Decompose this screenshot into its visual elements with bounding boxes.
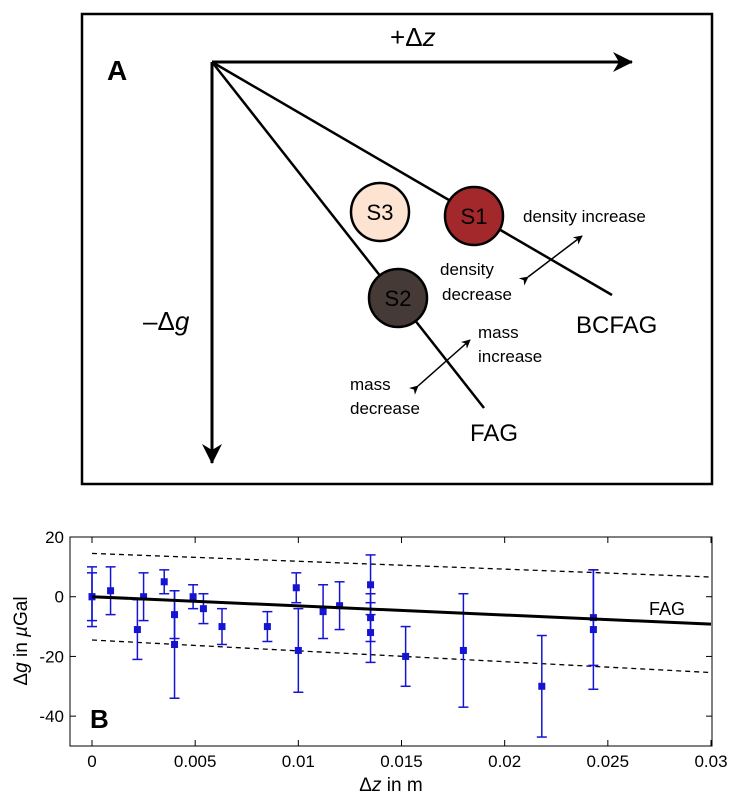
density-increase-label: density increase — [523, 207, 646, 226]
data-point-21 — [536, 634, 547, 738]
fag-line-label: FAG — [649, 599, 685, 619]
x-tick-label: 0 — [87, 752, 96, 771]
panel-b-label: B — [90, 704, 109, 734]
point-marker — [367, 629, 375, 637]
y-axis-label: –Δg — [143, 306, 190, 336]
data-point-9 — [198, 592, 209, 625]
x-tick-label: 0.02 — [488, 752, 521, 771]
fag-fit-line — [91, 595, 712, 626]
data-point-19 — [400, 625, 411, 688]
station-s1-label: S1 — [461, 204, 488, 229]
point-marker — [367, 581, 375, 589]
panel-a-frame — [80, 12, 714, 486]
bound-upper-line — [91, 552, 712, 578]
point-marker — [160, 578, 168, 586]
mass-decrease-label-1: mass — [350, 375, 391, 394]
station-s2: S2 — [367, 267, 429, 329]
station-s3: S3 — [349, 181, 411, 243]
x-axis-label: +Δz — [390, 22, 436, 52]
data-point-23 — [588, 569, 599, 691]
point-marker — [263, 623, 271, 631]
bcfag-label: BCFAG — [576, 312, 657, 339]
y-tick-label: 0 — [55, 588, 64, 607]
point-marker — [319, 608, 327, 616]
x-tick-label: 0.005 — [174, 752, 217, 771]
data-point-2 — [105, 566, 116, 616]
y-tick-label: -20 — [39, 647, 64, 666]
data-point-4 — [138, 572, 149, 622]
point-marker — [402, 652, 410, 660]
data-point-20 — [458, 592, 469, 708]
data-point-14 — [318, 584, 329, 640]
station-s2-circle — [367, 267, 429, 329]
data-point-11 — [262, 610, 273, 643]
point-marker — [336, 602, 344, 610]
mass-increase-label-1: mass — [478, 323, 519, 342]
x-tick-label: 0.01 — [282, 752, 315, 771]
station-s3-label: S3 — [367, 200, 394, 225]
point-marker — [589, 626, 597, 634]
station-s1: S1 — [443, 185, 505, 247]
data-point-13 — [293, 607, 304, 694]
plot-content — [87, 552, 712, 738]
point-marker — [294, 646, 302, 654]
panel-a: A +Δz –Δg BCFAG FAG S3 S1 S2 density inc… — [80, 12, 714, 486]
plot-frame — [69, 536, 713, 747]
data-point-8 — [188, 584, 199, 610]
x-tick-label: 0.025 — [587, 752, 630, 771]
point-marker — [133, 626, 141, 634]
point-marker — [189, 593, 197, 601]
x-axis-title: Δz in m — [359, 775, 422, 796]
panel-a-label: A — [107, 55, 127, 86]
point-marker — [107, 587, 115, 595]
bcfag-line — [211, 60, 613, 297]
x-tick-label: 0.03 — [694, 752, 727, 771]
y-axis-title: Δg in µGal — [11, 596, 32, 685]
fag-line — [211, 61, 485, 409]
station-s3-circle — [349, 181, 411, 243]
data-point-7 — [169, 589, 180, 699]
data-point-3 — [132, 598, 143, 661]
mass-decrease-label-2: decrease — [350, 399, 420, 418]
point-marker — [292, 584, 300, 592]
data-point-10 — [216, 607, 227, 646]
point-marker — [218, 623, 226, 631]
x-tick-label: 0.015 — [380, 752, 423, 771]
bound-lower-line — [91, 639, 712, 674]
y-tick-label: 20 — [45, 528, 64, 547]
fag-label: FAG — [470, 420, 518, 447]
mass-increase-label-2: increase — [478, 347, 542, 366]
point-marker — [538, 682, 546, 690]
station-s1-circle — [443, 185, 505, 247]
mass-double-arrow — [408, 339, 471, 395]
density-decrease-label-1: density — [440, 260, 494, 279]
point-marker — [140, 593, 148, 601]
density-double-arrow — [518, 235, 583, 286]
point-marker — [171, 640, 179, 648]
data-point-12 — [291, 572, 302, 604]
data-point-15 — [334, 581, 345, 631]
axis-ticks: 0 0.005 0.01 0.015 0.02 0.025 0.03 -40 -20 0 20 — [39, 528, 727, 771]
point-marker — [459, 646, 467, 654]
data-point-18 — [365, 601, 376, 664]
point-marker — [199, 605, 207, 613]
density-decrease-label-2: decrease — [442, 285, 512, 304]
station-s2-label: S2 — [385, 286, 412, 311]
data-point-5 — [159, 569, 170, 595]
y-tick-label: -40 — [39, 707, 64, 726]
